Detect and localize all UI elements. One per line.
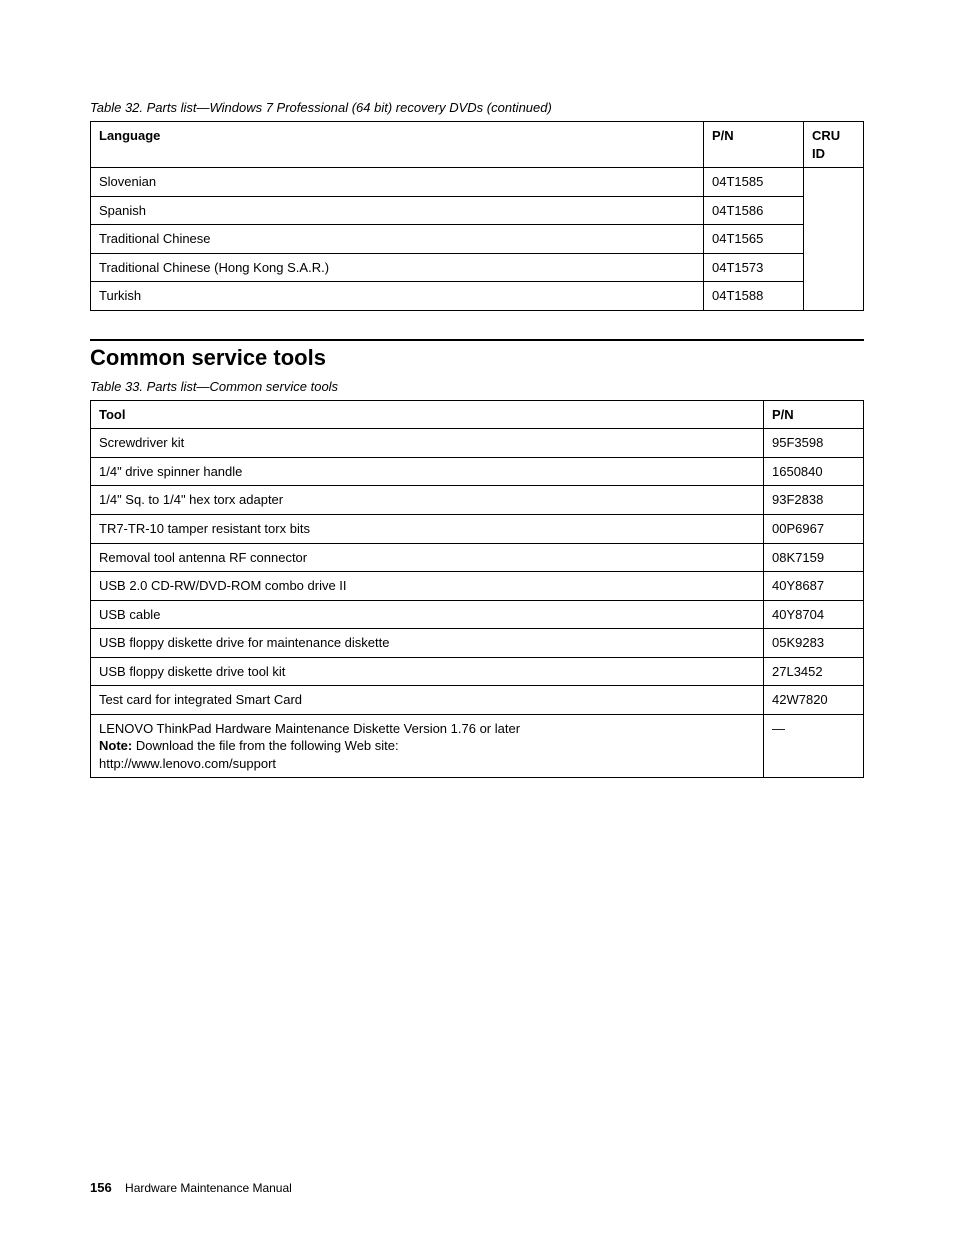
table32-header-language: Language (91, 122, 704, 168)
table33-pn: 93F2838 (764, 486, 864, 515)
table33-tool: Screwdriver kit (91, 429, 764, 458)
table33-pn: 00P6967 (764, 515, 864, 544)
table-row: Traditional Chinese (Hong Kong S.A.R.) 0… (91, 253, 864, 282)
page-number: 156 (90, 1180, 112, 1195)
table33-tool: Removal tool antenna RF connector (91, 543, 764, 572)
table-row: Removal tool antenna RF connector 08K715… (91, 543, 864, 572)
table33-header-tool: Tool (91, 400, 764, 429)
table-row: USB floppy diskette drive for maintenanc… (91, 629, 864, 658)
section-heading-common-service-tools: Common service tools (90, 345, 864, 371)
table33-tool-note: LENOVO ThinkPad Hardware Maintenance Dis… (91, 714, 764, 778)
table-row: LENOVO ThinkPad Hardware Maintenance Dis… (91, 714, 864, 778)
note-text: Download the file from the following Web… (132, 738, 398, 753)
table33-pn: 08K7159 (764, 543, 864, 572)
table32-pn: 04T1588 (704, 282, 804, 311)
table33-tool: USB cable (91, 600, 764, 629)
table32-pn: 04T1586 (704, 196, 804, 225)
table-row: USB cable 40Y8704 (91, 600, 864, 629)
table33: Tool P/N Screwdriver kit 95F3598 1/4" dr… (90, 400, 864, 779)
page: Table 32. Parts list—Windows 7 Professio… (0, 0, 954, 1235)
table33-header-row: Tool P/N (91, 400, 864, 429)
table32-header-row: Language P/N CRU ID (91, 122, 864, 168)
table33-header-pn: P/N (764, 400, 864, 429)
table33-pn: 1650840 (764, 457, 864, 486)
table33-tool: Test card for integrated Smart Card (91, 686, 764, 715)
table33-pn: 95F3598 (764, 429, 864, 458)
table-row: Spanish 04T1586 (91, 196, 864, 225)
table-row: USB 2.0 CD-RW/DVD-ROM combo drive II 40Y… (91, 572, 864, 601)
table32: Language P/N CRU ID Slovenian 04T1585 Sp… (90, 121, 864, 311)
table32-header-pn: P/N (704, 122, 804, 168)
table-row: USB floppy diskette drive tool kit 27L34… (91, 657, 864, 686)
table33-pn: 40Y8687 (764, 572, 864, 601)
table33-pn: 27L3452 (764, 657, 864, 686)
table32-language: Traditional Chinese (Hong Kong S.A.R.) (91, 253, 704, 282)
table33-tool: 1/4" Sq. to 1/4" hex torx adapter (91, 486, 764, 515)
table33-pn: — (764, 714, 864, 778)
table32-cruid (804, 168, 864, 311)
note-label: Note: (99, 738, 132, 753)
section-rule (90, 339, 864, 341)
table32-header-cruid: CRU ID (804, 122, 864, 168)
support-url: http://www.lenovo.com/support (99, 756, 276, 771)
table-row: Traditional Chinese 04T1565 (91, 225, 864, 254)
table33-tool: USB floppy diskette drive tool kit (91, 657, 764, 686)
table32-pn: 04T1573 (704, 253, 804, 282)
table-row: Screwdriver kit 95F3598 (91, 429, 864, 458)
table32-language: Turkish (91, 282, 704, 311)
table32-pn: 04T1585 (704, 168, 804, 197)
table-row: Slovenian 04T1585 (91, 168, 864, 197)
table32-language: Slovenian (91, 168, 704, 197)
table-row: 1/4" drive spinner handle 1650840 (91, 457, 864, 486)
table-row: 1/4" Sq. to 1/4" hex torx adapter 93F283… (91, 486, 864, 515)
table33-caption: Table 33. Parts list—Common service tool… (90, 379, 864, 394)
table33-tool: 1/4" drive spinner handle (91, 457, 764, 486)
table-row: TR7-TR-10 tamper resistant torx bits 00P… (91, 515, 864, 544)
table32-pn: 04T1565 (704, 225, 804, 254)
table-row: Test card for integrated Smart Card 42W7… (91, 686, 864, 715)
table33-lastrow-line1: LENOVO ThinkPad Hardware Maintenance Dis… (99, 721, 520, 736)
table-row: Turkish 04T1588 (91, 282, 864, 311)
table33-pn: 42W7820 (764, 686, 864, 715)
table33-pn: 05K9283 (764, 629, 864, 658)
page-footer: 156 Hardware Maintenance Manual (90, 1180, 292, 1195)
table32-caption: Table 32. Parts list—Windows 7 Professio… (90, 100, 864, 115)
table33-tool: USB 2.0 CD-RW/DVD-ROM combo drive II (91, 572, 764, 601)
table32-language: Spanish (91, 196, 704, 225)
table33-tool: TR7-TR-10 tamper resistant torx bits (91, 515, 764, 544)
table32-language: Traditional Chinese (91, 225, 704, 254)
table33-pn: 40Y8704 (764, 600, 864, 629)
table33-tool: USB floppy diskette drive for maintenanc… (91, 629, 764, 658)
doc-title: Hardware Maintenance Manual (125, 1181, 292, 1195)
